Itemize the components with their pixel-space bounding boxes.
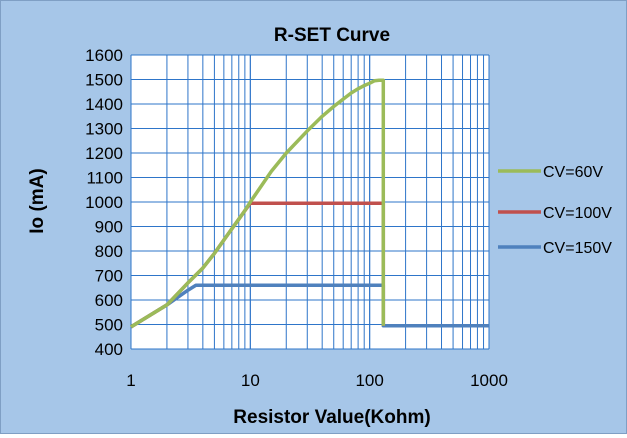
legend-label: CV=100V — [543, 205, 612, 222]
x-axis-title: Resistor Value(Kohm) — [233, 407, 430, 428]
y-tick-label: 1100 — [86, 169, 123, 188]
series-lines — [130, 78, 489, 329]
legend-label: CV=60V — [543, 164, 603, 181]
y-tick-label: 1500 — [85, 71, 123, 90]
x-tick-label: 10 — [241, 371, 260, 390]
y-tick-label: 600 — [95, 291, 123, 310]
series-line-cv-150v — [130, 283, 489, 329]
y-tick-label: 400 — [95, 340, 123, 359]
x-tick-label: 100 — [355, 371, 383, 390]
y-tick-label: 1000 — [85, 193, 123, 212]
x-tick-label: 1000 — [470, 371, 508, 390]
y-tick-label: 800 — [95, 242, 123, 261]
x-tick-label: 1 — [126, 371, 135, 390]
chart-title: R-SET Curve — [274, 25, 390, 46]
series-line-cv-60v — [130, 78, 386, 329]
y-axis-title: Io (mA) — [27, 168, 48, 233]
y-tick-label: 1200 — [85, 144, 123, 163]
legend-label: CV=150V — [543, 240, 612, 257]
legend: CV=60V CV=100V CV=150V — [498, 164, 612, 257]
y-tick-label: 1300 — [85, 120, 123, 139]
y-tick-label: 900 — [95, 218, 123, 237]
y-tick-label: 500 — [95, 316, 123, 335]
y-tick-label: 700 — [95, 267, 123, 286]
y-tick-label: 1400 — [85, 95, 123, 114]
y-axis-ticks: 400 500 600 700 800 900 1000 1100 1200 1300 1400 15… — [85, 46, 123, 359]
y-tick-label: 1600 — [85, 46, 123, 65]
x-axis-ticks: 1 10 100 1000 — [126, 371, 508, 390]
